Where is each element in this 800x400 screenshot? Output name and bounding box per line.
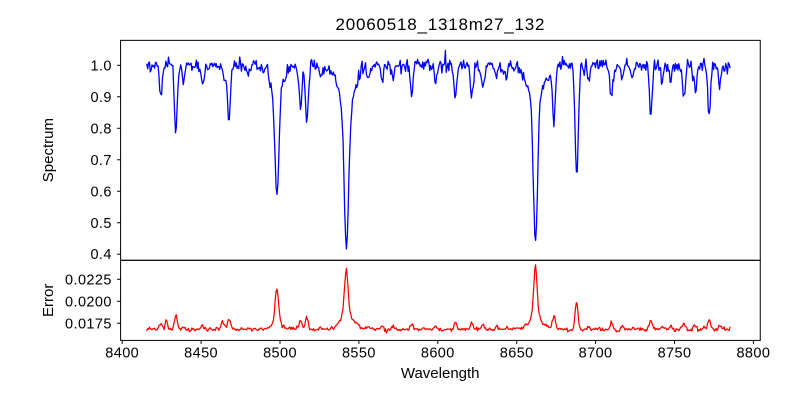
- svg-text:Error: Error: [40, 284, 57, 317]
- svg-text:0.0225: 0.0225: [65, 272, 112, 288]
- svg-text:8400: 8400: [105, 346, 139, 362]
- svg-text:8500: 8500: [263, 346, 297, 362]
- svg-text:0.0200: 0.0200: [65, 294, 112, 310]
- svg-text:0.8: 0.8: [90, 121, 111, 137]
- svg-text:8600: 8600: [421, 346, 455, 362]
- svg-text:0.9: 0.9: [90, 90, 111, 106]
- svg-text:Spectrum: Spectrum: [40, 118, 57, 182]
- svg-text:8700: 8700: [579, 346, 613, 362]
- svg-text:0.0175: 0.0175: [65, 316, 112, 332]
- svg-text:8450: 8450: [184, 346, 218, 362]
- svg-text:1.0: 1.0: [90, 58, 111, 74]
- svg-text:0.7: 0.7: [90, 153, 111, 169]
- svg-text:8550: 8550: [342, 346, 376, 362]
- svg-text:8800: 8800: [736, 346, 770, 362]
- svg-text:8650: 8650: [500, 346, 534, 362]
- svg-text:0.5: 0.5: [90, 216, 111, 232]
- svg-text:0.4: 0.4: [90, 247, 111, 263]
- svg-text:20060518_1318m27_132: 20060518_1318m27_132: [335, 15, 545, 34]
- svg-text:8750: 8750: [658, 346, 692, 362]
- svg-text:0.6: 0.6: [90, 184, 111, 200]
- svg-text:Wavelength: Wavelength: [401, 365, 480, 382]
